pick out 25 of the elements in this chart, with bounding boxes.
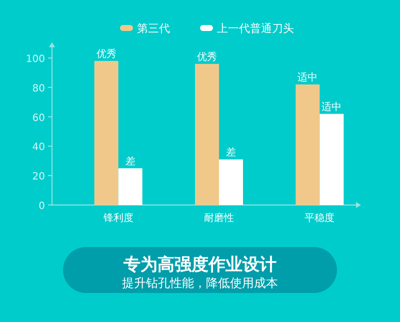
y-tick-label: 20 — [32, 172, 45, 183]
x-tick-label: 耐磨性 — [204, 212, 234, 224]
data-label: 优秀 — [197, 50, 217, 63]
x-tick-label: 锋利度 — [102, 212, 134, 224]
y-tick-label: 80 — [32, 83, 45, 94]
data-label: 差 — [226, 146, 236, 158]
bar — [195, 64, 219, 205]
bar — [296, 84, 320, 205]
data-label: 适中 — [322, 100, 342, 113]
data-label: 优秀 — [96, 48, 116, 60]
bar — [94, 60, 118, 205]
bar — [320, 114, 344, 205]
text: 提升钻孔性能，降低使用成本 — [122, 276, 278, 290]
data-label: 适中 — [298, 71, 318, 84]
legend-label: 第三代 — [137, 22, 170, 35]
bar — [118, 168, 142, 205]
bar — [219, 159, 243, 205]
legend-label: 上一代普通刀头 — [217, 22, 294, 35]
data-label: 差 — [125, 155, 136, 168]
text: 专为高强度作业设计 — [122, 255, 276, 275]
y-tick-label: 100 — [26, 54, 45, 65]
y-tick-label: 60 — [32, 112, 45, 124]
y-tick-label: 40 — [32, 142, 45, 154]
x-tick-label: 平稳度 — [304, 212, 335, 224]
y-tick-label: 0 — [38, 201, 45, 212]
